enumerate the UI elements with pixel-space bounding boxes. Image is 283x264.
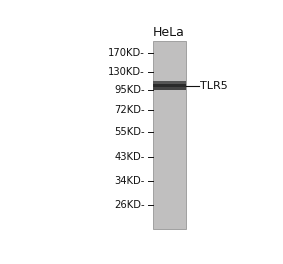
- Text: 55KD-: 55KD-: [114, 127, 145, 137]
- Bar: [153, 41, 186, 229]
- Bar: [153, 87, 186, 90]
- Text: 34KD-: 34KD-: [115, 176, 145, 186]
- Text: TLR5: TLR5: [200, 81, 228, 91]
- Bar: [153, 81, 186, 85]
- Text: 170KD-: 170KD-: [108, 48, 145, 58]
- Text: 130KD-: 130KD-: [108, 67, 145, 77]
- Bar: [153, 84, 186, 87]
- Text: 95KD-: 95KD-: [114, 85, 145, 95]
- Text: 26KD-: 26KD-: [114, 200, 145, 210]
- Text: 43KD-: 43KD-: [115, 152, 145, 162]
- Text: HeLa: HeLa: [153, 26, 185, 39]
- Text: 72KD-: 72KD-: [114, 105, 145, 115]
